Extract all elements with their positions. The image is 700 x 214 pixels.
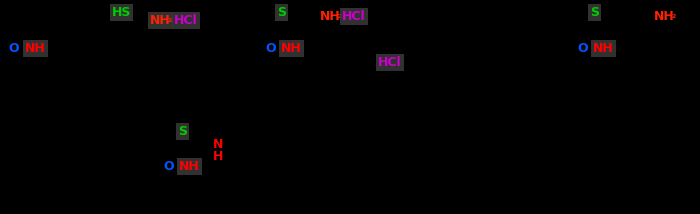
Text: HS: HS: [112, 6, 132, 19]
Text: HCl: HCl: [378, 56, 402, 69]
Text: O: O: [577, 42, 587, 55]
Text: NH: NH: [179, 160, 200, 173]
Text: ₂: ₂: [672, 10, 676, 20]
Text: NH: NH: [25, 42, 46, 55]
Text: S: S: [590, 6, 599, 19]
Text: O: O: [8, 42, 19, 55]
Text: ₂: ₂: [338, 10, 342, 20]
Text: NH: NH: [654, 10, 675, 23]
Text: NH: NH: [281, 42, 302, 55]
Text: HCl: HCl: [174, 14, 197, 27]
Text: N: N: [213, 138, 223, 151]
Text: O: O: [163, 160, 174, 173]
Text: S: S: [178, 125, 187, 138]
Text: NH: NH: [320, 10, 341, 23]
Text: ₂: ₂: [168, 14, 172, 24]
Text: O: O: [265, 42, 276, 55]
Text: NH: NH: [593, 42, 614, 55]
Text: S: S: [277, 6, 286, 19]
Text: NH: NH: [150, 14, 171, 27]
Text: HCl: HCl: [342, 10, 365, 23]
Text: H: H: [213, 150, 223, 163]
